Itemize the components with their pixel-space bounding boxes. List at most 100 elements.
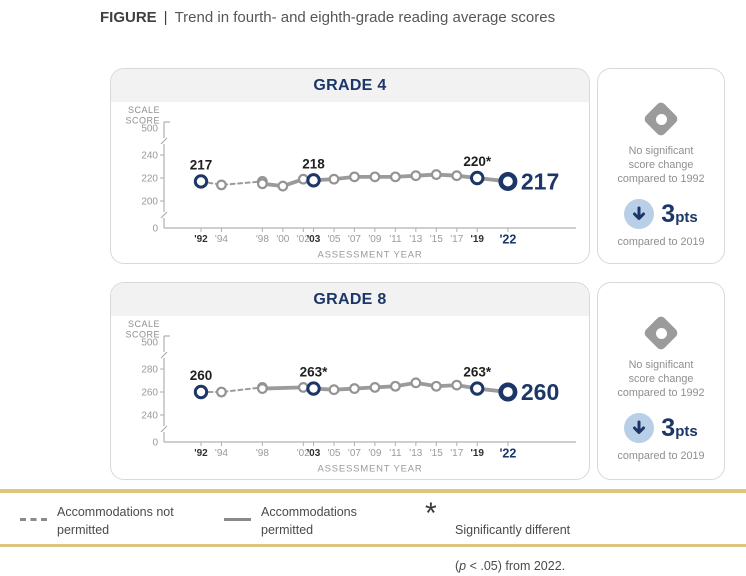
x-tick-label-2005: '05: [327, 234, 340, 245]
x-tick-label-2022: '22: [499, 447, 516, 461]
data-point-2009: [369, 171, 381, 183]
data-point-2015: [430, 169, 442, 180]
figure-page: FIGURE | Trend in fourth- and eighth-grade…: [0, 9, 746, 573]
point-label-2003: 218: [302, 156, 325, 171]
highlight-point-1992: [193, 174, 209, 189]
data-point-2013: [410, 377, 422, 389]
diamond-hole: [655, 113, 667, 125]
data-point-2002: [297, 381, 309, 393]
data-point-1994: [216, 386, 227, 398]
points-change-row: 3pts: [598, 413, 724, 444]
x-tick-label-1994: '94: [215, 448, 228, 459]
x-tick-label-2011: '11: [389, 448, 402, 459]
sig-rest: < .05) from 2022.: [466, 559, 566, 574]
x-tick-label-2009: '09: [368, 448, 381, 459]
x-tick-label-2017: '17: [450, 234, 463, 245]
x-tick-label-1992: '92: [194, 448, 208, 459]
solid-line-swatch-icon: [224, 518, 251, 521]
data-point-2007: [349, 171, 360, 183]
x-tick-label-2019: '19: [470, 234, 484, 245]
x-tick-label-2017: '17: [450, 448, 463, 459]
highlight-point-2003: [306, 173, 321, 188]
data-point-2011: [389, 380, 401, 392]
grade4-trend-chart: SCALESCORE5000240220200'92'94'98'00'02'0…: [125, 105, 576, 261]
point-label-2019: 263*: [463, 365, 492, 380]
grade8-change-summary-card: No significant score change compared to …: [597, 282, 725, 480]
grade8-chart-card: GRADE 8 SCALE SCORE 500 0 280 260 240 '92 '94 '98…: [110, 282, 590, 480]
y-tick-label: 240: [141, 411, 158, 422]
grade4-change-summary-card: No significant score change compared to …: [597, 68, 725, 264]
highlight-point-2019: [470, 170, 485, 186]
sig-line1: Significantly different: [455, 523, 571, 538]
grade4-header: GRADE 4: [111, 69, 589, 102]
dashed-line-swatch-icon: [20, 518, 47, 521]
diamond-icon: [642, 100, 680, 138]
x-tick-label-2007: '07: [348, 234, 361, 245]
highlight-point-2019: [470, 381, 485, 396]
y-tick-500: 500: [141, 124, 158, 135]
dashed-trend-line: [200, 180, 264, 186]
data-point-2015: [430, 380, 442, 392]
figure-label: FIGURE: [100, 9, 157, 26]
point-label-2019: 220*: [463, 154, 492, 169]
y-axis-caption: SCORE: [125, 330, 160, 340]
x-axis-caption: ASSESSMENT YEAR: [317, 464, 422, 475]
x-tick-label-2005: '05: [327, 448, 340, 459]
x-tick-label-1994: '94: [215, 234, 228, 245]
y-axis-caption: SCALE: [128, 105, 160, 115]
data-point-2011: [389, 171, 401, 183]
legend-label-accommodations-permitted: Accommodations permitted: [261, 505, 357, 538]
data-point-2007: [349, 383, 360, 394]
points-change-value: 3pts: [661, 413, 698, 442]
figure-title: FIGURE | Trend in fourth- and eighth-grade…: [100, 9, 555, 26]
asterisk-icon: *: [425, 497, 437, 530]
data-point-1998: [256, 178, 268, 190]
figure-title-text: Trend in fourth- and eighth-grade readin…: [174, 9, 556, 26]
diamond-icon: [642, 314, 680, 352]
y-tick-500: 500: [141, 338, 158, 349]
x-tick-label-2002: '02: [297, 448, 310, 459]
data-point-1994: [216, 179, 227, 191]
x-tick-label-1998: '98: [256, 234, 269, 245]
point-label-1992: 217: [190, 157, 213, 172]
x-tick-label-2002: '02: [297, 234, 310, 245]
down-arrow-icon: [624, 199, 655, 230]
x-tick-label-2015: '15: [430, 234, 443, 245]
sig-p-italic: p: [459, 559, 467, 574]
data-point-2017: [451, 379, 463, 391]
data-point-2009: [369, 381, 381, 393]
figure-separator: |: [163, 9, 168, 26]
legend-label-accommodations-not-permitted: Accommodations not permitted: [57, 505, 174, 538]
legend-label-significantly-different: Significantly different (p < .05) from 2…: [455, 503, 570, 576]
highlight-point-1992: [193, 384, 209, 400]
axis-break-slash: [160, 351, 168, 359]
x-tick-label-2013: '13: [409, 448, 422, 459]
x-tick-label-2015: '15: [430, 448, 443, 459]
grade4-chart-card: GRADE 4 SCALE SCORE 500 0 240 220 200 '92 '94 '98…: [110, 68, 590, 264]
dashed-trend-line: [200, 386, 264, 393]
point-label-1992: 260: [190, 368, 213, 383]
change-caption: compared to 2019: [617, 450, 705, 463]
x-tick-label-2019: '19: [470, 448, 484, 459]
data-point-2013: [410, 170, 422, 182]
bottom-rule: [0, 543, 746, 547]
data-point-2002: [297, 173, 309, 185]
down-arrow-glyph: [633, 420, 646, 435]
x-tick-label-2013: '13: [409, 234, 422, 245]
y-axis-caption: SCORE: [125, 116, 160, 126]
data-point-2005: [328, 384, 340, 396]
x-tick-label-2009: '09: [368, 234, 381, 245]
end-value-label: 260: [521, 379, 559, 405]
y-axis-caption: SCALE: [128, 319, 160, 329]
x-axis-caption: ASSESSMENT YEAR: [317, 250, 422, 261]
data-point-2005: [328, 173, 340, 185]
y-tick-0: 0: [152, 224, 158, 235]
y-tick-0: 0: [152, 438, 158, 449]
x-tick-label-2000: '00: [276, 234, 289, 245]
point-label-2003: 263*: [300, 365, 329, 380]
data-point-2000: [277, 180, 289, 192]
x-tick-label-2011: '11: [389, 234, 402, 245]
legend-top-rule: [0, 489, 746, 493]
x-tick-label-1992: '92: [194, 234, 208, 245]
